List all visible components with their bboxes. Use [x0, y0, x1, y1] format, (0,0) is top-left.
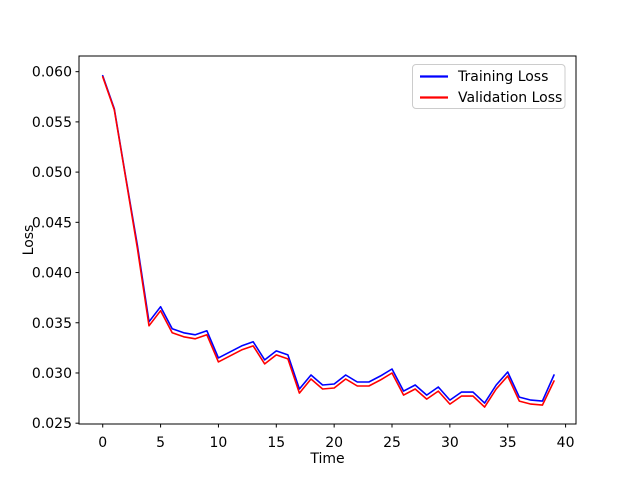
legend-validation-label: Validation Loss — [458, 90, 562, 106]
legend: Training Loss Validation Loss — [412, 64, 566, 109]
legend-box — [412, 64, 566, 109]
y-tick-label: 0.025 — [32, 416, 72, 432]
y-axis-label: Loss — [21, 225, 37, 256]
x-axis-label: Time — [309, 451, 344, 467]
y-tick-label: 0.045 — [32, 215, 72, 231]
x-tick-label: 30 — [441, 435, 459, 451]
plot-area: 0 5 10 15 20 25 30 35 40 0.025 0.030 0.035 0.040 0.04… — [32, 55, 577, 451]
y-tick-label: 0.030 — [32, 366, 72, 382]
x-tick-label: 25 — [383, 435, 401, 451]
x-tick-label: 10 — [210, 435, 228, 451]
y-tick-label: 0.040 — [32, 266, 72, 282]
legend-training-label: Training Loss — [457, 69, 548, 85]
x-tick-label: 35 — [499, 435, 517, 451]
x-tick-label: 15 — [267, 435, 285, 451]
plot-border — [78, 55, 577, 425]
x-tick-label: 0 — [98, 435, 107, 451]
y-tick-label: 0.035 — [32, 316, 72, 332]
y-tick-label: 0.050 — [32, 165, 72, 181]
x-tick-label: 5 — [156, 435, 165, 451]
y-tick-label: 0.060 — [32, 65, 72, 81]
validation-loss-line — [101, 75, 555, 408]
y-tick-label: 0.055 — [32, 115, 72, 131]
x-tick-label: 20 — [325, 435, 343, 451]
x-tick-label: 40 — [557, 435, 575, 451]
training-loss-line — [101, 74, 555, 404]
